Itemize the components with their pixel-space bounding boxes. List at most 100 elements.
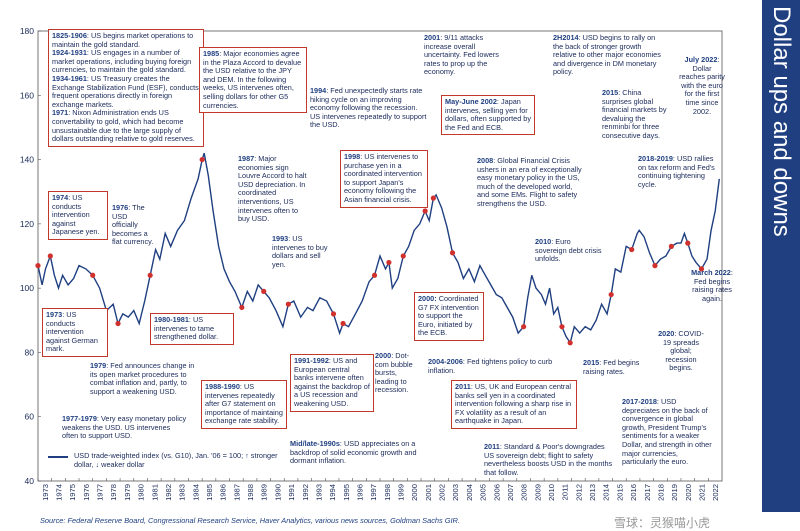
annotation-1991-1992: 1991-1992: US and European central banks… bbox=[290, 354, 374, 412]
series-line-usd-index bbox=[37, 152, 720, 345]
annotation-1985: 1985: Major economies agree in the Plaza… bbox=[199, 47, 307, 114]
x-tick-label: 1984 bbox=[191, 484, 200, 501]
x-tick-label: 1988 bbox=[246, 484, 255, 501]
y-tick-label: 60 bbox=[25, 412, 35, 422]
annotation-march-2022: March 2022: Fed begins raising rates aga… bbox=[691, 268, 733, 303]
x-tick-label: 2018 bbox=[656, 484, 665, 501]
annotation-1994: 1994: Fed unexpectedly starts rate hikin… bbox=[310, 86, 427, 130]
x-tick-label: 2012 bbox=[574, 484, 583, 501]
x-tick-label: 2008 bbox=[520, 484, 529, 501]
event-marker-dot bbox=[147, 272, 153, 278]
title-sidebar: Dollar ups and downs bbox=[762, 0, 800, 512]
event-marker-dot bbox=[261, 288, 267, 294]
annotation-1924: 1924-1931: US engages in a number of mar… bbox=[52, 48, 192, 75]
event-marker-dot bbox=[35, 263, 41, 269]
event-marker-dot bbox=[685, 240, 691, 246]
x-tick-label: 2002 bbox=[438, 484, 447, 501]
event-marker-dot bbox=[668, 243, 674, 249]
x-tick-label: 1996 bbox=[355, 484, 364, 501]
x-tick-label: 2003 bbox=[451, 484, 460, 501]
x-tick-label: 2020 bbox=[684, 484, 693, 501]
annotation-2002: May-June 2002: Japan intervenes, selling… bbox=[441, 95, 535, 136]
event-marker-dot bbox=[330, 311, 337, 317]
source-note: Source: Federal Reserve Board, Congressi… bbox=[40, 516, 460, 525]
x-tick-label: 1976 bbox=[82, 484, 91, 501]
event-marker-dot bbox=[90, 272, 96, 278]
annotation-2010: 2010: Euro sovereign debt crisis unfolds… bbox=[535, 237, 602, 264]
x-tick-label: 1992 bbox=[301, 484, 310, 501]
x-tick-label: 1978 bbox=[109, 484, 118, 501]
x-tick-label: 1981 bbox=[150, 484, 159, 501]
x-tick-label: 1974 bbox=[55, 484, 64, 501]
annotation-1980-1981: 1980-1981: US intervenes to tame strengt… bbox=[150, 313, 234, 345]
annotation-1987: 1987: Major economies sign Louvre Accord… bbox=[238, 154, 307, 224]
annotation-2004-2006: 2004-2006: Fed tightens policy to curb i… bbox=[428, 357, 553, 375]
x-tick-label: 1979 bbox=[123, 484, 132, 501]
x-tick-label: 2005 bbox=[479, 484, 488, 501]
annotation-2001-911: 2001: 9/11 attacks increase overall unce… bbox=[424, 33, 499, 77]
event-marker-dot bbox=[371, 272, 378, 278]
annotation-2000-dotcom: 2000: Dot-com bubble bursts, leading to … bbox=[375, 351, 413, 395]
annotation-mid-late-1990s: Mid/late-1990s: USD appreciates on a bac… bbox=[290, 439, 417, 466]
x-tick-label: 1986 bbox=[219, 484, 228, 501]
x-tick-label: 2007 bbox=[506, 484, 515, 501]
x-tick-label: 1980 bbox=[137, 484, 146, 501]
x-tick-label: 1990 bbox=[273, 484, 282, 501]
annotation-1974: 1974: US conducts intervention against J… bbox=[48, 191, 108, 240]
annotation-2017-2018: 2017-2018: USD depreciates on the back o… bbox=[622, 397, 712, 467]
x-tick-label: 1975 bbox=[68, 484, 77, 501]
event-marker-dot bbox=[400, 253, 406, 259]
annotation-2h2014: 2H2014: USD begins to rally on the back … bbox=[553, 33, 661, 77]
event-marker-dot bbox=[608, 291, 614, 298]
chart-title: Dollar ups and downs bbox=[768, 6, 795, 237]
legend-label: USD trade-weighted index (vs. G10), Jan.… bbox=[74, 451, 278, 469]
annotation-1998: 1998: US intervenes to purchase yen in a… bbox=[340, 150, 428, 208]
event-marker-dot bbox=[115, 320, 121, 327]
x-tick-label: 2000 bbox=[410, 484, 419, 501]
y-axis: 40 60 80 100 120 140 160 180 bbox=[20, 26, 41, 486]
annotation-box-gold-history: 1825-1906: US begins market operations t… bbox=[48, 29, 204, 147]
y-tick-label: 120 bbox=[20, 219, 34, 229]
y-tick-label: 140 bbox=[20, 155, 34, 165]
annotation-1934: 1934-1961: US Treasury creates the Excha… bbox=[52, 73, 199, 109]
x-tick-label: 1999 bbox=[397, 484, 406, 501]
event-marker-dot bbox=[239, 304, 245, 311]
x-tick-label: 2021 bbox=[697, 484, 706, 501]
annotation-1979: 1979: Fed announces change in its open m… bbox=[90, 361, 195, 396]
event-marker-dot bbox=[199, 156, 205, 163]
x-tick-label: 2014 bbox=[602, 484, 611, 501]
watermark: 雪球：灵猴喵小虎 bbox=[614, 516, 711, 530]
y-tick-label: 160 bbox=[20, 90, 34, 100]
annotation-1977-1979: 1977-1979: Very easy monetary policy wea… bbox=[62, 414, 187, 441]
event-marker-dot bbox=[698, 266, 705, 272]
x-tick-label: 2006 bbox=[492, 484, 501, 501]
x-axis: 1973 1974 1975 1976 1977 1978 1979 1980 1981 1982… bbox=[37, 478, 720, 501]
x-tick-label: 2015 bbox=[615, 484, 624, 501]
annotation-2008: 2008: Global Financial Crisis ushers in … bbox=[477, 156, 582, 208]
event-marker-dot bbox=[285, 301, 291, 307]
annotation-1993: 1993: US intervenes to buy dollars and s… bbox=[272, 234, 328, 269]
x-tick-label: 1977 bbox=[96, 484, 105, 501]
event-marker-dot bbox=[567, 340, 573, 346]
event-markers bbox=[35, 156, 705, 346]
annotation-july-2022: July 2022: Dollar reaches parity with th… bbox=[679, 55, 725, 116]
x-tick-label: 1991 bbox=[287, 484, 296, 501]
y-tick-label: 80 bbox=[25, 347, 35, 357]
x-tick-label: 1985 bbox=[205, 484, 214, 501]
event-marker-dot bbox=[652, 263, 658, 269]
x-tick-label: 2016 bbox=[629, 484, 638, 501]
event-marker-dot bbox=[340, 320, 346, 327]
event-marker-dot bbox=[559, 324, 565, 330]
annotation-2020: 2020: COVID-19 spreads global; recession… bbox=[658, 329, 704, 373]
x-tick-label: 1998 bbox=[383, 484, 392, 501]
x-tick-label: 2013 bbox=[588, 484, 597, 501]
annotation-1973: 1973: US conducts intervention against G… bbox=[42, 308, 108, 357]
annotation-2015-china: 2015: China surprises global financial m… bbox=[602, 88, 667, 140]
y-tick-label: 40 bbox=[25, 476, 35, 486]
y-tick-label: 180 bbox=[20, 26, 34, 36]
x-tick-label: 1994 bbox=[328, 484, 337, 501]
annotation-1971: 1971: Nixon Administration ends US conve… bbox=[52, 108, 195, 144]
annotation-1976: 1976: The USD officially becomes a flat … bbox=[112, 203, 154, 247]
annotation-2015-fed: 2015: Fed begins raising rates. bbox=[583, 358, 640, 376]
